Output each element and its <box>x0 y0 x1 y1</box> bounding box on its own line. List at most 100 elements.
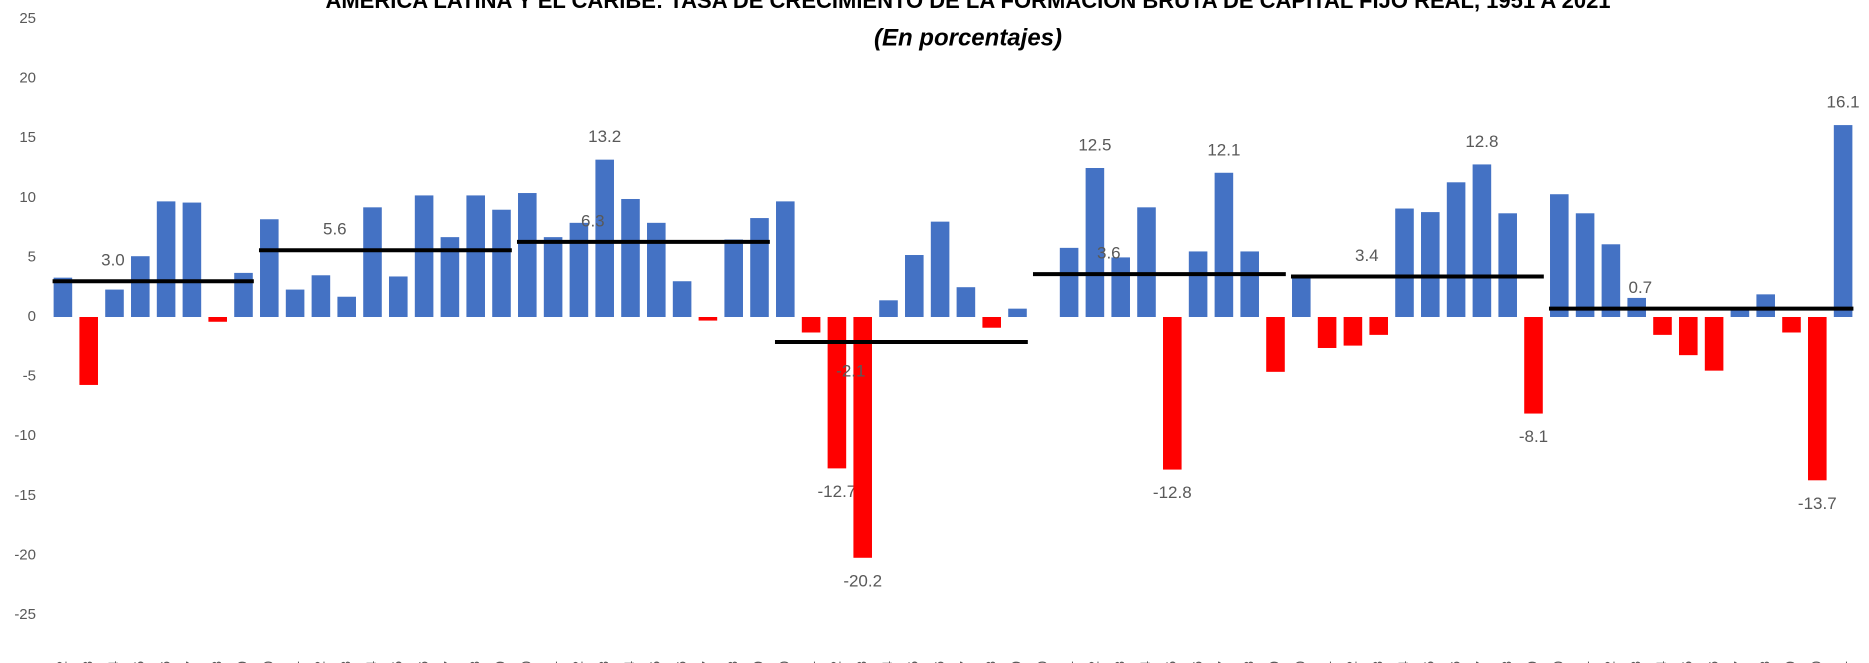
x-tick-label: 1977 <box>699 661 715 663</box>
bar <box>595 159 614 317</box>
bar <box>879 300 898 317</box>
bar <box>466 195 485 317</box>
bar <box>1292 277 1311 317</box>
x-tick-label: 1997 <box>1215 661 1231 663</box>
data-label: 12.5 <box>1078 135 1111 154</box>
x-tick-label: 1960 <box>260 661 276 663</box>
x-tick-label: 1989 <box>1008 661 1024 663</box>
bar <box>363 207 382 317</box>
bar <box>1679 317 1698 356</box>
bar <box>182 202 202 317</box>
x-tick-label: 2001 <box>1318 661 1334 663</box>
x-tick-label: 1966 <box>415 661 431 663</box>
bar <box>1704 317 1724 371</box>
bar <box>543 237 563 317</box>
bar <box>724 239 743 317</box>
y-tick-label: 10 <box>19 189 36 206</box>
x-tick-label: 2011 <box>1576 661 1592 663</box>
x-tick-label: 1956 <box>157 661 173 663</box>
bar <box>518 193 537 317</box>
x-tick-label: 1986 <box>931 661 947 663</box>
bar <box>982 317 1001 328</box>
bar <box>750 218 769 317</box>
average-label: 0.7 <box>1628 278 1652 297</box>
bar <box>905 255 924 317</box>
bar <box>1472 164 1492 317</box>
x-tick-label: 1963 <box>337 661 353 663</box>
bar <box>1188 251 1208 317</box>
x-tick-label: 2005 <box>1421 661 1437 663</box>
x-tick-label: 1957 <box>183 661 199 663</box>
x-tick-label: 1993 <box>1111 661 1127 663</box>
x-tick-label: 1984 <box>879 661 895 663</box>
bar <box>1498 213 1517 317</box>
bar <box>801 317 821 333</box>
data-label: -12.8 <box>1153 483 1192 502</box>
bar <box>1059 247 1079 317</box>
x-tick-label: 2003 <box>1369 661 1385 663</box>
bar <box>1085 168 1105 317</box>
data-label: -12.7 <box>818 482 857 501</box>
x-tick-label: 1970 <box>518 661 534 663</box>
y-tick-label: 15 <box>19 129 36 146</box>
x-tick-label: 1999 <box>1266 661 1282 663</box>
bar <box>1266 317 1285 372</box>
bar <box>1137 207 1156 317</box>
average-label: 6.3 <box>581 211 605 230</box>
data-label: -13.7 <box>1798 494 1837 513</box>
average-label: 5.6 <box>323 220 347 239</box>
x-tick-label: 2000 <box>1292 661 1308 663</box>
bar <box>105 289 124 317</box>
x-tick-label: 2019 <box>1782 661 1798 663</box>
x-tick-label: 2009 <box>1524 661 1540 663</box>
x-tick-label: 1980 <box>776 661 792 663</box>
x-tick-label: 1988 <box>982 661 998 663</box>
bar <box>131 256 150 317</box>
x-tick-label: 1974 <box>621 661 637 663</box>
x-tick-label: 1967 <box>441 661 457 663</box>
y-tick-label: 0 <box>28 308 36 325</box>
bar <box>208 317 227 322</box>
bar <box>956 287 976 317</box>
y-tick-label: 5 <box>28 248 36 265</box>
bar <box>337 296 356 317</box>
x-tick-label: 1961 <box>286 661 302 663</box>
x-tick-label: 1969 <box>492 661 508 663</box>
data-label: -8.1 <box>1519 427 1548 446</box>
x-tick-label: 1962 <box>312 661 328 663</box>
bar <box>389 276 408 317</box>
y-tick-label: -5 <box>23 368 36 385</box>
bar <box>776 201 795 317</box>
bar <box>1756 294 1775 317</box>
x-tick-label: 1971 <box>544 661 560 663</box>
bar <box>1240 251 1259 317</box>
x-tick-label: 2008 <box>1498 661 1514 663</box>
bar <box>1421 212 1440 317</box>
x-tick-label: 1990 <box>1034 661 1050 663</box>
x-tick-label: 1985 <box>905 661 921 663</box>
average-label: -2.1 <box>836 362 865 381</box>
x-tick-label: 2014 <box>1653 661 1669 663</box>
bar <box>853 317 872 558</box>
x-tick-label: 1992 <box>1086 661 1102 663</box>
bar <box>311 275 331 317</box>
x-tick-label: 1991 <box>1060 661 1076 663</box>
bar <box>285 289 305 317</box>
x-tick-label: 2012 <box>1602 661 1618 663</box>
bar <box>1317 317 1337 348</box>
x-tick-label: 2002 <box>1344 661 1360 663</box>
x-tick-label: 1982 <box>828 661 844 663</box>
x-tick-label: 2021 <box>1834 661 1850 663</box>
bar <box>1008 308 1027 317</box>
x-tick-label: 1953 <box>79 661 95 663</box>
x-tick-label: 1998 <box>1240 661 1256 663</box>
bar <box>79 317 98 385</box>
x-tick-label: 2007 <box>1473 661 1489 663</box>
bar <box>1524 317 1543 414</box>
bar <box>647 222 666 317</box>
x-tick-label: 1978 <box>724 661 740 663</box>
x-tick-label: 1987 <box>957 661 973 663</box>
x-tick-label: 1959 <box>234 661 250 663</box>
data-label: 13.2 <box>588 127 621 146</box>
x-tick-label: 2020 <box>1808 661 1824 663</box>
